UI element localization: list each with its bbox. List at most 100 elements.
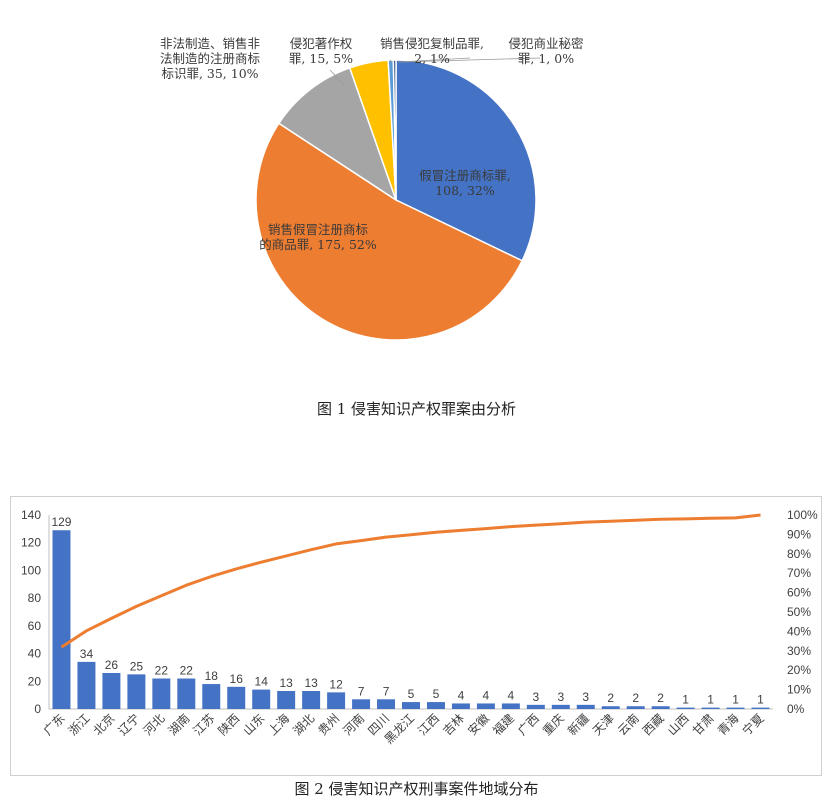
x-tick-label: 贵州 xyxy=(315,711,342,738)
pie-leader-line xyxy=(389,59,393,63)
bar-湖南 xyxy=(177,678,196,709)
bar-value-label: 129 xyxy=(51,515,71,529)
bar-北京 xyxy=(102,672,121,709)
x-tick-label: 重庆 xyxy=(540,711,567,738)
bar-value-label: 1 xyxy=(757,693,764,707)
bar-value-label: 4 xyxy=(483,688,490,702)
x-tick-label: 上海 xyxy=(265,711,293,739)
bar-value-label: 13 xyxy=(304,676,318,690)
pie-label-line: 侵犯著作权 xyxy=(289,36,353,51)
bar-figure: 0 20 40 60 80 100 120 140 0% 10% 20% 30% 40% 50% 60% 70… xyxy=(10,496,822,776)
y2-tick-label: 90% xyxy=(787,527,811,541)
x-tick-label: 西藏 xyxy=(640,711,667,738)
y-tick-label: 140 xyxy=(21,508,41,522)
bar-value-label: 34 xyxy=(80,647,94,661)
bar-上海 xyxy=(277,690,296,709)
x-tick-label: 青海 xyxy=(714,711,742,739)
y2-tick-label: 60% xyxy=(787,586,811,600)
x-tick-label: 安徽 xyxy=(464,711,492,739)
pie-label-line: 假冒注册商标罪, xyxy=(419,168,511,183)
bar-value-label: 1 xyxy=(682,693,689,707)
x-tick-label: 湖北 xyxy=(290,711,318,739)
pie-label-line: 标识罪, 35, 10% xyxy=(161,66,259,81)
pie-label-line: 罪, 1, 0% xyxy=(517,51,575,66)
bar-陕西 xyxy=(227,686,246,709)
bar-value-label: 7 xyxy=(358,684,365,698)
x-tick-label: 湖南 xyxy=(165,711,193,739)
bar-河北 xyxy=(152,678,171,709)
bar-value-label: 2 xyxy=(632,691,639,705)
bar-安徽 xyxy=(476,703,495,709)
bar-吉林 xyxy=(451,703,470,709)
pie-slice-0 xyxy=(395,59,537,262)
x-tick-label: 辽宁 xyxy=(115,711,143,739)
bar-广西 xyxy=(526,704,545,709)
x-tick-label: 北京 xyxy=(91,711,118,738)
y2-tick-label: 0% xyxy=(787,702,805,716)
y2-tick-label: 40% xyxy=(787,624,811,638)
x-tick-label: 山西 xyxy=(665,711,692,738)
x-tick-label: 浙江 xyxy=(66,711,93,738)
y2-tick-label: 30% xyxy=(787,644,811,658)
bar-山西 xyxy=(676,707,695,709)
bar-value-label: 3 xyxy=(532,690,539,704)
x-tick-label: 云南 xyxy=(614,711,642,739)
x-tick-label: 江西 xyxy=(415,711,442,738)
y2-tick-label: 50% xyxy=(787,605,811,619)
bar-宁夏 xyxy=(751,707,770,709)
bar-黑龙江 xyxy=(402,702,420,709)
y-tick-label: 100 xyxy=(21,563,41,577)
pie-label-line: 非法制造、销售非 xyxy=(159,36,260,51)
pie-label-line: 罪, 15, 5% xyxy=(288,51,354,66)
pie-label-line: 法制造的注册商标 xyxy=(159,51,260,66)
x-tick-label: 江苏 xyxy=(191,711,218,738)
bar-山东 xyxy=(252,689,271,709)
y-tick-label: 60 xyxy=(28,619,42,633)
bar-value-label: 2 xyxy=(607,691,614,705)
bar-西藏 xyxy=(651,706,670,709)
bar-福建 xyxy=(501,703,520,709)
pie-label-0: 假冒注册商标罪, 108, 32% xyxy=(405,168,525,198)
bar-value-label: 13 xyxy=(279,676,293,690)
bar-重庆 xyxy=(551,704,570,709)
pie-label-line: 108, 32% xyxy=(435,183,495,198)
bar-value-label: 3 xyxy=(582,690,589,704)
pie-label-line: 的商品罪, 175, 52% xyxy=(259,237,377,252)
pie-label-5: 侵犯商业秘密 罪, 1, 0% xyxy=(501,36,591,66)
bar-江西 xyxy=(426,702,445,709)
pie-label-3: 侵犯著作权 罪, 15, 5% xyxy=(281,36,361,66)
bar-四川 xyxy=(377,699,396,709)
y2-tick-label: 100% xyxy=(787,508,818,522)
bar-value-label: 16 xyxy=(230,672,244,686)
bar-value-label: 1 xyxy=(707,693,714,707)
bar-辽宁 xyxy=(127,674,146,709)
x-tick-label: 河北 xyxy=(141,711,168,738)
y-tick-label: 80 xyxy=(28,591,42,605)
pie-leader-line xyxy=(399,57,541,63)
bar-caption: 图 2 侵害知识产权刑事案件地域分布 xyxy=(294,780,539,798)
pie-label-line: 2, 1% xyxy=(414,51,450,66)
bar-河南 xyxy=(352,699,371,709)
bar-云南 xyxy=(626,706,645,709)
bar-value-label: 7 xyxy=(383,684,390,698)
pie-label-line: 销售侵犯复制品罪, xyxy=(380,36,484,51)
x-tick-label: 广东 xyxy=(41,711,68,738)
y-tick-label: 0 xyxy=(34,702,41,716)
pie-label-line: 侵犯商业秘密 xyxy=(508,36,584,51)
bar-value-label: 4 xyxy=(458,688,465,702)
bar-天津 xyxy=(601,706,620,709)
bar-甘肃 xyxy=(701,707,720,709)
bar-value-label: 4 xyxy=(508,688,515,702)
bar-青海 xyxy=(726,707,745,709)
bar-广东 xyxy=(52,530,71,709)
y-tick-label: 20 xyxy=(28,674,42,688)
bar-value-label: 5 xyxy=(433,687,440,701)
pie-leader-line xyxy=(329,69,346,87)
y2-tick-label: 80% xyxy=(787,547,811,561)
x-tick-label: 广西 xyxy=(515,711,542,738)
x-tick-label: 河南 xyxy=(340,711,368,739)
x-tick-label: 甘肃 xyxy=(690,711,717,738)
pie-slice-2 xyxy=(277,66,398,202)
pie-caption: 图 1 侵害知识产权罪案由分析 xyxy=(316,400,517,418)
pie-label-4: 销售侵犯复制品罪, 2, 1% xyxy=(367,36,497,66)
